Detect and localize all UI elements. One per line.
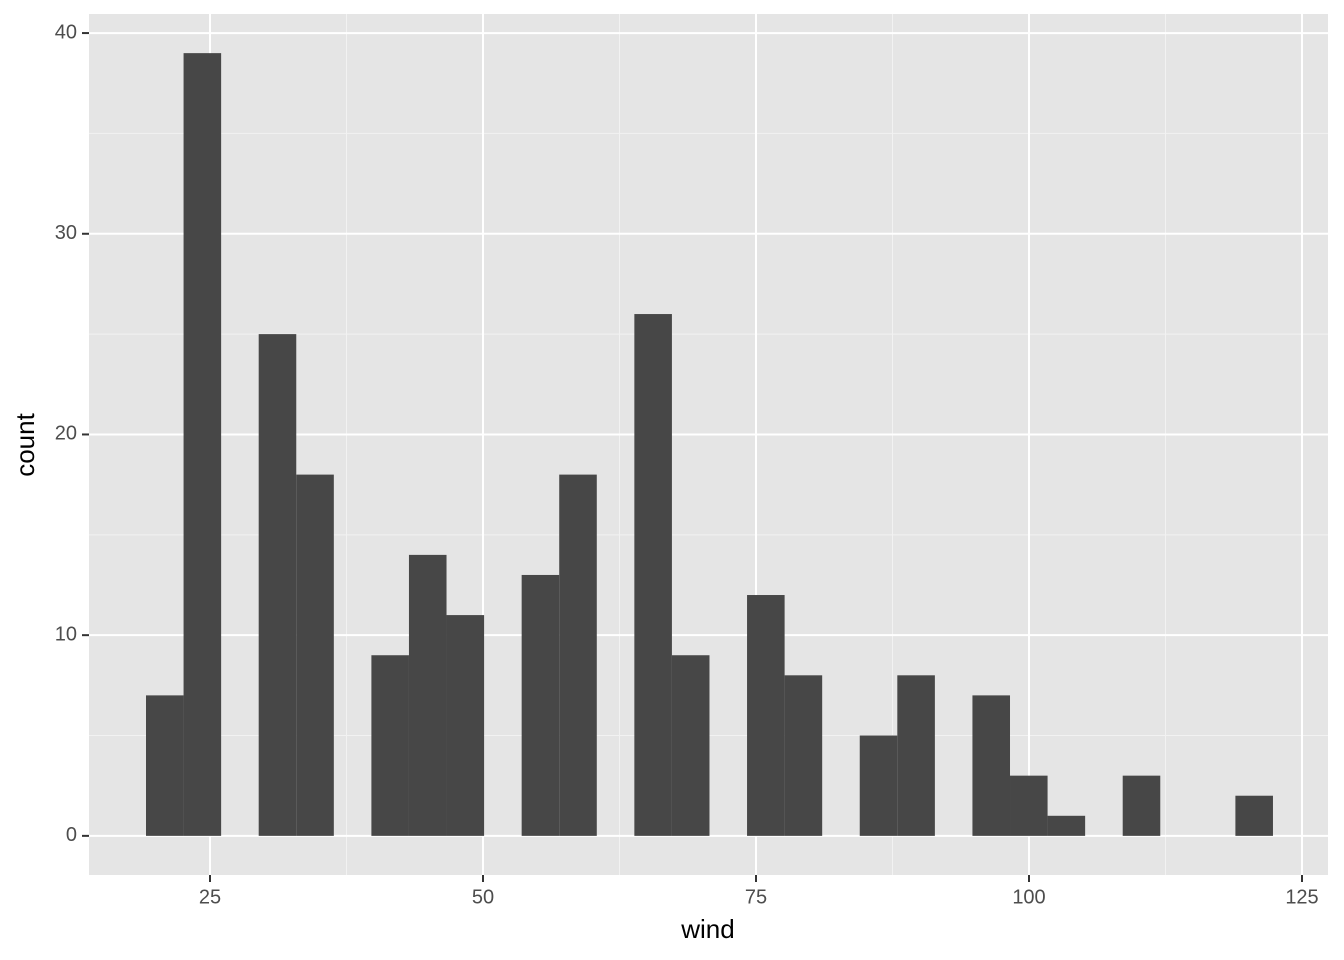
y-tick-label: 40 bbox=[55, 21, 77, 43]
bar bbox=[671, 655, 710, 836]
bar bbox=[1122, 775, 1161, 836]
bar bbox=[296, 474, 334, 836]
bar bbox=[559, 474, 597, 836]
bar bbox=[784, 675, 823, 836]
bar bbox=[634, 314, 672, 836]
bar bbox=[258, 334, 297, 836]
x-tick-label: 75 bbox=[745, 886, 767, 908]
x-axis-title: wind bbox=[680, 914, 734, 944]
x-tick-label: 25 bbox=[199, 886, 221, 908]
bar bbox=[371, 655, 409, 836]
bar bbox=[859, 735, 898, 836]
bar bbox=[897, 675, 935, 836]
y-axis-title: count bbox=[10, 412, 40, 476]
bar bbox=[1235, 795, 1273, 836]
bar bbox=[146, 695, 184, 836]
x-tick-label: 100 bbox=[1012, 886, 1045, 908]
bar bbox=[1047, 815, 1086, 836]
y-tick-label: 10 bbox=[55, 623, 77, 645]
y-tick-label: 30 bbox=[55, 222, 77, 244]
bar bbox=[183, 53, 222, 836]
bar bbox=[747, 595, 785, 836]
x-tick-label: 50 bbox=[472, 886, 494, 908]
bar bbox=[1010, 775, 1048, 836]
x-tick-label: 125 bbox=[1285, 886, 1318, 908]
y-tick-label: 0 bbox=[66, 824, 77, 846]
bar bbox=[521, 574, 560, 836]
bar bbox=[446, 615, 485, 836]
bar bbox=[408, 554, 447, 836]
y-tick-label: 20 bbox=[55, 423, 77, 445]
bar bbox=[972, 695, 1011, 836]
